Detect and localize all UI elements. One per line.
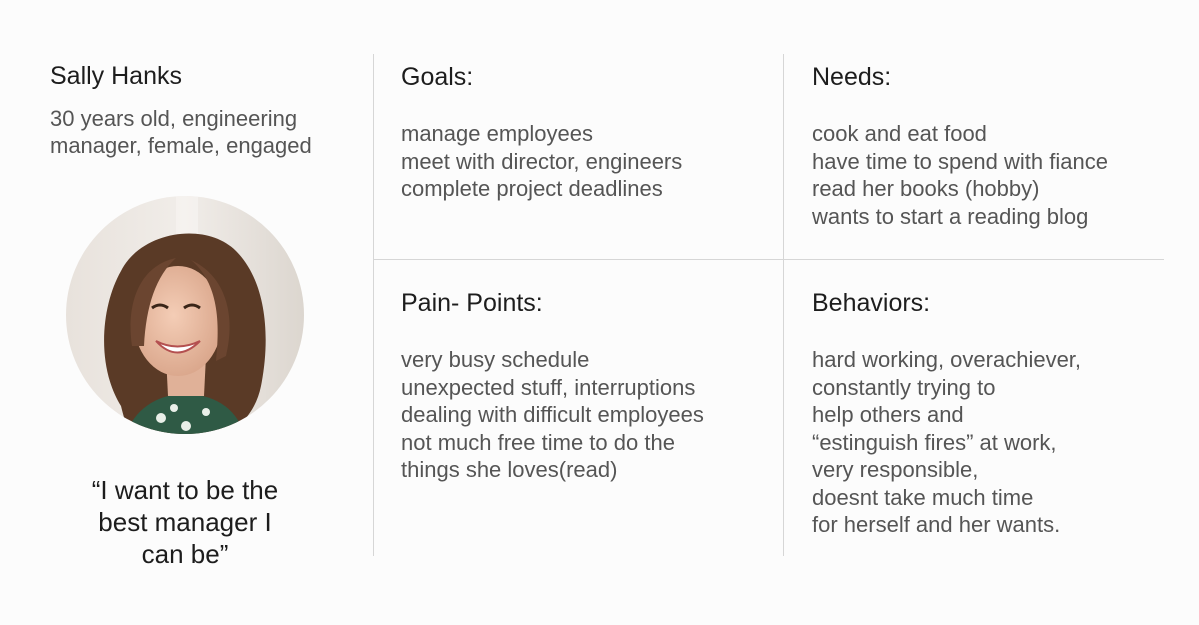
list-item: very responsible, (812, 457, 979, 482)
list-item: manage employees (401, 121, 594, 146)
persona-name: Sally Hanks (50, 62, 182, 90)
pain-points-list: very busy schedule unexpected stuff, int… (401, 346, 704, 484)
list-item: dealing with difficult employees (401, 402, 704, 427)
pain-points-title: Pain- Points: (401, 289, 543, 317)
list-item: constantly trying to (812, 374, 996, 400)
persona-quote-line: “I want to be the (91, 475, 279, 505)
avatar (66, 196, 304, 434)
list-item: have time to spend with fiance (812, 148, 1108, 174)
column-divider (373, 54, 374, 556)
list-item: “estinguish fires” at work, (812, 429, 1057, 455)
list-item: unexpected stuff, interruptions (401, 374, 696, 400)
list-item: read her books (hobby) (812, 176, 1040, 201)
behaviors-title: Behaviors: (812, 289, 931, 317)
needs-list: cook and eat food have time to spend wit… (812, 120, 1108, 230)
persona-quote-line: best manager I (98, 507, 272, 537)
persona-description: 30 years old, engineering manager, femal… (50, 105, 360, 159)
list-item: doesnt take much time (812, 484, 1034, 510)
persona-quote: “I want to be the best manager I can be” (40, 474, 330, 570)
list-item: cook and eat food (812, 121, 987, 146)
list-item: for herself and her wants. (812, 512, 1061, 537)
needs-title: Needs: (812, 63, 892, 91)
list-item: not much free time to do the (401, 429, 675, 455)
list-item: complete project deadlines (401, 176, 663, 201)
list-item: help others and (812, 402, 964, 427)
behaviors-list: hard working, overachiever, constantly t… (812, 346, 1081, 539)
goals-title: Goals: (401, 63, 474, 91)
goals-list: manage employees meet with director, eng… (401, 120, 682, 203)
row-divider (373, 259, 1164, 260)
persona-quote-line: can be” (141, 539, 229, 569)
persona-description-line: manager, female, engaged (50, 133, 312, 158)
list-item: meet with director, engineers (401, 148, 683, 174)
list-item: hard working, overachiever, (812, 347, 1082, 372)
column-divider (783, 54, 784, 556)
list-item: things she loves(read) (401, 457, 618, 482)
list-item: very busy schedule (401, 347, 590, 372)
persona-description-line: 30 years old, engineering (50, 106, 298, 131)
list-item: wants to start a reading blog (812, 203, 1089, 229)
